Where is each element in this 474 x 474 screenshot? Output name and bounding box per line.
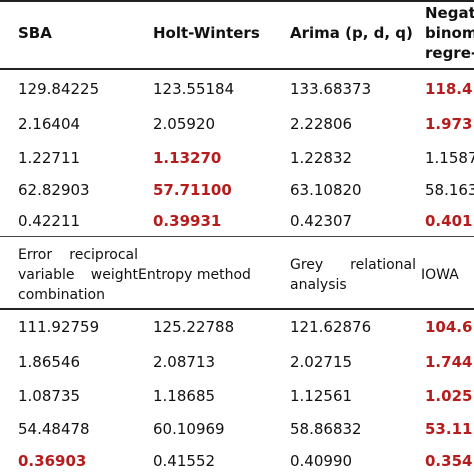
header-sba: SBA <box>18 24 52 42</box>
bottom-r5-c2: 0.41552 <box>153 452 216 470</box>
top-r4-c1: 62.82903 <box>18 181 90 199</box>
top-r1-c3: 133.68373 <box>290 80 372 98</box>
top-r1-c4: 118.4 <box>425 80 473 98</box>
bottom-r1-c2: 125.22788 <box>153 318 235 336</box>
top-r2-c4: 1.973 <box>425 115 473 133</box>
header-negative-line3: regre- <box>425 44 474 62</box>
header-entropy-method: Entropy method <box>138 267 251 283</box>
bottom-header-rule <box>0 308 474 310</box>
bottom-r4-c3: 58.86832 <box>290 420 362 438</box>
top-r1-c1: 129.84225 <box>18 80 100 98</box>
top-r3-c1: 1.22711 <box>18 149 81 167</box>
bottom-r4-c4: 53.11 <box>425 420 473 438</box>
header-grey-relational-line1: Grey relational <box>290 257 416 273</box>
top-r2-c3: 2.22806 <box>290 115 353 133</box>
header-grey-relational-line2: analysis <box>290 277 347 293</box>
top-r4-c3: 63.10820 <box>290 181 362 199</box>
bottom-r1-c1: 111.92759 <box>18 318 100 336</box>
header-error-reciprocal-line2: variable weight <box>18 267 138 283</box>
bottom-r2-c4: 1.744 <box>425 353 473 371</box>
bottom-r5-c4: 0.354 <box>425 452 473 470</box>
header-negative-line1: Negat <box>425 4 474 22</box>
bottom-r1-c3: 121.62876 <box>290 318 372 336</box>
header-negative-line2: binom <box>425 24 474 42</box>
top-r3-c3: 1.22832 <box>290 149 353 167</box>
top-r5-c2: 0.39931 <box>153 212 222 230</box>
bottom-r1-c4: 104.6 <box>425 318 473 336</box>
header-iowa: IOWA <box>421 267 459 283</box>
header-holt-winters: Holt-Winters <box>153 24 260 42</box>
top-r5-c1: 0.42211 <box>18 212 81 230</box>
bottom-r5-c3: 0.40990 <box>290 452 353 470</box>
top-r4-c2: 57.71100 <box>153 181 232 199</box>
bottom-r5-c1: 0.36903 <box>18 452 87 470</box>
top-r2-c1: 2.16404 <box>18 115 81 133</box>
top-r5-c3: 0.42307 <box>290 212 353 230</box>
bottom-r4-c1: 54.48478 <box>18 420 90 438</box>
top-header-rule <box>0 68 474 70</box>
header-error-reciprocal-line1: Error reciprocal <box>18 247 138 263</box>
bottom-r2-c3: 2.02715 <box>290 353 353 371</box>
bottom-r3-c3: 1.12561 <box>290 387 353 405</box>
bottom-r2-c1: 1.86546 <box>18 353 81 371</box>
bottom-r2-c2: 2.08713 <box>153 353 216 371</box>
bottom-r4-c2: 60.10969 <box>153 420 225 438</box>
top-r3-c4: 1.1587 <box>425 149 474 167</box>
top-r1-c2: 123.55184 <box>153 80 235 98</box>
top-rule <box>0 0 474 2</box>
mid-rule <box>0 236 474 237</box>
top-r2-c2: 2.05920 <box>153 115 216 133</box>
top-r4-c4: 58.163 <box>425 181 474 199</box>
top-r3-c2: 1.13270 <box>153 149 222 167</box>
header-error-reciprocal-line3: combination <box>18 287 105 303</box>
bottom-r3-c2: 1.18685 <box>153 387 216 405</box>
bottom-r3-c4: 1.025 <box>425 387 473 405</box>
header-arima: Arima (p, d, q) <box>290 24 413 42</box>
bottom-r3-c1: 1.08735 <box>18 387 81 405</box>
top-r5-c4: 0.401 <box>425 212 473 230</box>
